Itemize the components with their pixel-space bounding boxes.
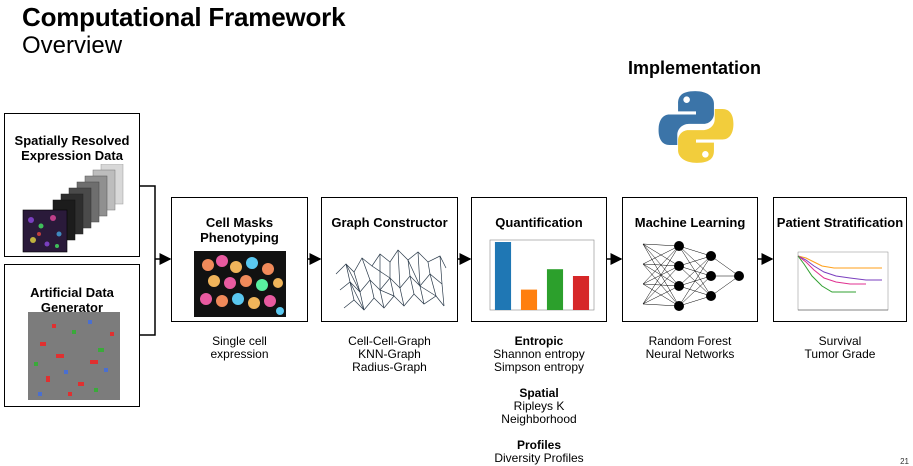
neural-network-illustration <box>635 236 747 316</box>
page-number: 21 <box>900 457 909 466</box>
chart-frame <box>489 239 595 311</box>
caption-ml: Random Forest Neural Networks <box>622 335 758 361</box>
caption-line: Neural Networks <box>645 347 735 361</box>
step-box-cell-masks: Cell Masks Phenotyping <box>171 197 308 322</box>
caption-line: Ripleys K <box>513 399 565 413</box>
implementation-label: Implementation <box>628 58 762 78</box>
bar-chart-svg <box>489 239 595 311</box>
caption-line: Radius-Graph <box>352 360 427 374</box>
input-title-spatial: Spatially Resolved Expression Data <box>14 133 130 163</box>
caption-line: KNN-Graph <box>358 347 421 361</box>
group-heading-profiles: Profiles <box>516 438 561 452</box>
quantification-bar-chart <box>484 236 596 316</box>
caption-line: Shannon entropy <box>493 347 585 361</box>
caption-line: Diversity Profiles <box>494 451 584 465</box>
cell-masks-image <box>194 251 286 317</box>
caption-line: Neighborhood <box>501 412 577 426</box>
bar-2 <box>520 289 538 310</box>
caption-graph: Cell-Cell-Graph KNN-Graph Radius-Graph <box>321 335 458 374</box>
step-box-machine-learning: Machine Learning <box>622 197 758 322</box>
graph-illustration <box>332 234 450 318</box>
input-box-artificial-data: Artificial Data Generator <box>4 264 140 407</box>
caption-line: Single cell <box>212 334 267 348</box>
page-title: Computational Framework <box>22 2 346 32</box>
bar-4 <box>572 276 590 310</box>
caption-line: Survival <box>818 334 862 348</box>
page-subtitle: Overview <box>22 32 123 59</box>
group-heading-spatial: Spatial <box>519 386 559 400</box>
caption-line: Simpson entropy <box>493 360 585 374</box>
caption-patient: Survival Tumor Grade <box>773 335 907 361</box>
step-title-graph: Graph Constructor <box>331 215 448 230</box>
bar-3 <box>546 269 564 310</box>
step-title-ml: Machine Learning <box>634 215 746 230</box>
step-title-cell-masks: Cell Masks Phenotyping <box>200 215 279 245</box>
step-title-quantification: Quantification <box>495 215 583 230</box>
caption-line: expression <box>210 347 269 361</box>
python-logo-icon <box>657 88 735 166</box>
caption-cell-masks: Single cell expression <box>171 335 308 361</box>
input-box-spatial-data: Spatially Resolved Expression Data <box>4 113 140 257</box>
group-heading-entropic: Entropic <box>514 334 564 348</box>
input-title-artificial: Artificial Data Generator <box>30 285 114 315</box>
caption-line: Random Forest <box>648 334 732 348</box>
step-title-patient: Patient Stratification <box>776 215 904 230</box>
image-stack-illustration <box>19 164 129 254</box>
bar-1 <box>494 242 512 310</box>
caption-line: Cell-Cell-Graph <box>348 334 431 348</box>
artificial-data-image <box>28 312 120 400</box>
caption-line: Tumor Grade <box>804 347 876 361</box>
caption-quantification: Entropic Shannon entropy Simpson entropy… <box>466 335 612 465</box>
survival-curve-illustration <box>792 250 892 316</box>
step-box-patient-stratification: Patient Stratification <box>773 197 907 322</box>
step-box-quantification: Quantification <box>471 197 607 322</box>
step-box-graph-constructor: Graph Constructor <box>321 197 458 322</box>
